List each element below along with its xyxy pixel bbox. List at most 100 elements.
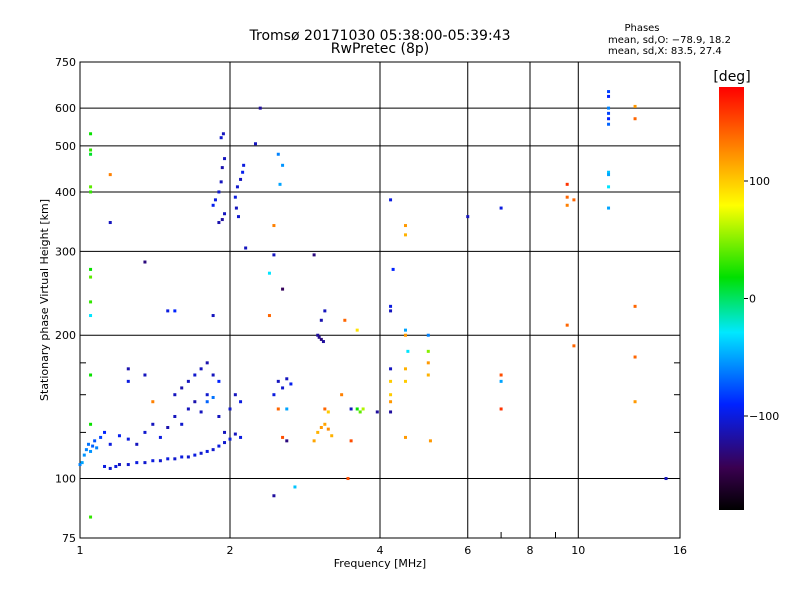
data-point xyxy=(126,367,130,371)
data-point xyxy=(233,432,237,436)
data-point xyxy=(193,453,197,457)
data-point xyxy=(89,190,93,194)
data-point xyxy=(607,170,611,174)
data-point xyxy=(89,185,93,189)
data-point xyxy=(355,407,359,411)
data-point xyxy=(389,304,393,308)
data-point xyxy=(343,318,347,322)
x-axis-label: Frequency [MHz] xyxy=(334,557,426,570)
data-point xyxy=(89,314,93,318)
data-point xyxy=(108,466,112,470)
data-point xyxy=(193,400,197,404)
data-point xyxy=(312,253,316,257)
data-point xyxy=(108,442,112,446)
data-point xyxy=(326,427,330,431)
data-point xyxy=(166,309,170,313)
data-point xyxy=(281,287,285,291)
data-point xyxy=(114,464,118,468)
data-point xyxy=(89,267,93,271)
data-point xyxy=(89,152,93,156)
data-point xyxy=(241,170,245,174)
data-point xyxy=(236,215,240,219)
data-point xyxy=(86,442,90,446)
data-point xyxy=(403,367,407,371)
data-point xyxy=(389,393,393,397)
data-point xyxy=(664,477,668,481)
data-point xyxy=(126,437,130,441)
data-point xyxy=(319,425,323,429)
data-point xyxy=(426,361,430,365)
data-point xyxy=(316,333,320,337)
data-point xyxy=(319,318,323,322)
data-point xyxy=(403,435,407,439)
colorbar-tick-label: 0 xyxy=(749,293,756,306)
data-point xyxy=(323,422,327,426)
data-point xyxy=(358,410,362,414)
data-point xyxy=(316,430,320,434)
grid xyxy=(80,62,680,538)
colorbar-label: [deg] xyxy=(713,69,750,85)
data-point xyxy=(135,461,139,465)
data-point xyxy=(220,166,224,170)
data-point xyxy=(406,349,410,353)
data-point xyxy=(211,373,215,377)
data-point xyxy=(403,379,407,383)
data-point xyxy=(166,425,170,429)
data-point xyxy=(84,448,88,452)
data-point xyxy=(117,463,121,467)
data-point xyxy=(389,309,393,313)
data-point xyxy=(135,442,139,446)
data-point xyxy=(219,180,223,184)
y-tick-label: 600 xyxy=(55,102,76,115)
chart-title: Tromsø 20171030 05:38:00-05:39:43 xyxy=(249,28,511,44)
data-point xyxy=(389,379,393,383)
data-point xyxy=(293,485,297,489)
data-point xyxy=(403,233,407,237)
data-point xyxy=(239,177,243,181)
data-point xyxy=(426,373,430,377)
data-point xyxy=(267,271,271,275)
data-point xyxy=(180,455,184,459)
data-point xyxy=(607,206,611,210)
data-point xyxy=(151,422,155,426)
data-point xyxy=(633,355,637,359)
data-point xyxy=(607,122,611,126)
data-point xyxy=(126,463,130,467)
data-point xyxy=(211,448,215,452)
data-point xyxy=(143,430,147,434)
data-point xyxy=(180,386,184,390)
y-tick-label: 100 xyxy=(55,473,76,486)
y-tick-label: 400 xyxy=(55,186,76,199)
y-tick-label: 500 xyxy=(55,140,76,153)
data-point xyxy=(607,173,611,177)
data-point xyxy=(89,422,93,426)
x-tick-label: 6 xyxy=(464,544,471,557)
data-point xyxy=(633,104,637,108)
data-point xyxy=(330,434,334,438)
data-point xyxy=(239,435,243,439)
data-point xyxy=(285,407,289,411)
data-point xyxy=(428,439,432,443)
data-point xyxy=(217,379,221,383)
data-point xyxy=(91,444,95,448)
data-point xyxy=(143,373,147,377)
data-point xyxy=(211,314,215,318)
data-point xyxy=(499,407,503,411)
data-point xyxy=(143,260,147,264)
data-point xyxy=(242,163,246,167)
stats-line-o: mean, sd,O: −78.9, 18.2 xyxy=(608,35,731,46)
data-point xyxy=(389,410,393,414)
data-point xyxy=(633,304,637,308)
data-point xyxy=(355,328,359,332)
data-point xyxy=(173,457,177,461)
x-tick-label: 16 xyxy=(673,544,687,557)
data-point xyxy=(572,198,576,202)
data-point xyxy=(205,361,209,365)
data-point xyxy=(223,430,227,434)
data-point xyxy=(205,400,209,404)
x-tick-label: 2 xyxy=(227,544,234,557)
data-point xyxy=(211,395,215,399)
data-point xyxy=(89,373,93,377)
data-point xyxy=(258,106,262,110)
